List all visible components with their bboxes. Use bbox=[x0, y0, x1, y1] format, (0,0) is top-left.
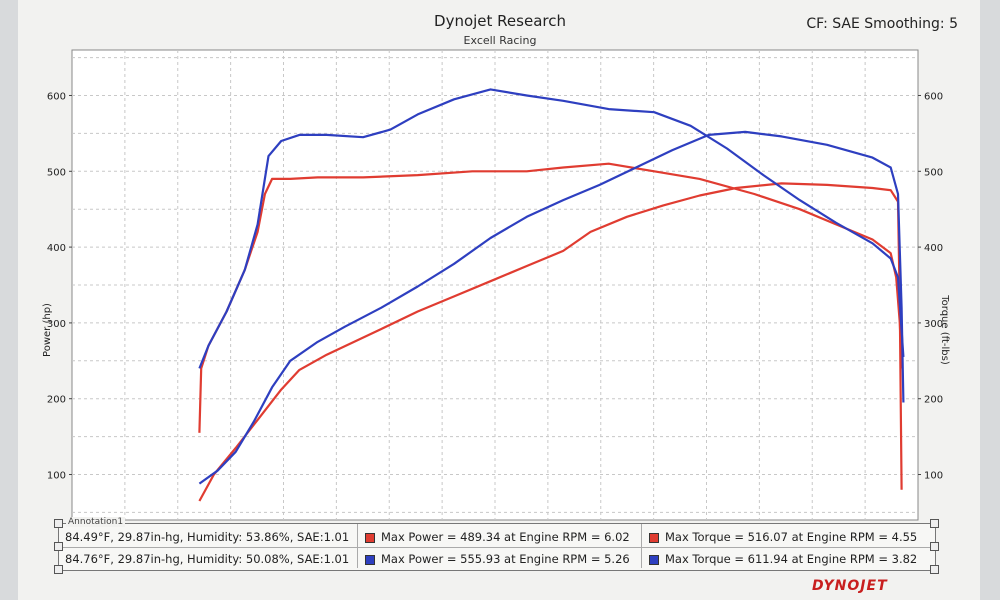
annotation-box[interactable]: 84.49°F, 29.87in-hg, Humidity: 53.86%, S… bbox=[58, 523, 936, 571]
resize-handle-bottom-left[interactable] bbox=[54, 565, 63, 574]
max-torque-text: Max Torque = 611.94 at Engine RPM = 3.82 bbox=[665, 552, 918, 566]
annotation-row: 84.49°F, 29.87in-hg, Humidity: 53.86%, S… bbox=[59, 526, 935, 548]
y-axis-title: Power (hp) bbox=[42, 303, 53, 357]
chart-subtitle: Excell Racing bbox=[463, 34, 537, 47]
series-swatch-red bbox=[365, 532, 375, 543]
series-swatch-red bbox=[649, 532, 659, 543]
y2-tick-label: 100 bbox=[924, 471, 943, 482]
y-tick-label: 200 bbox=[47, 395, 66, 406]
resize-handle-mid-right[interactable] bbox=[930, 542, 939, 551]
max-power-text: Max Power = 555.93 at Engine RPM = 5.26 bbox=[381, 552, 630, 566]
y-ticks: 100 200 300 400 500 600 100 200 300 400 500 600 bbox=[47, 91, 943, 481]
resize-handle-top-right[interactable] bbox=[930, 519, 939, 528]
y-tick-label: 300 bbox=[47, 319, 66, 330]
dynojet-logo: DYNOJET bbox=[812, 578, 888, 594]
y-tick-label: 400 bbox=[47, 243, 66, 254]
y2-tick-label: 600 bbox=[924, 91, 943, 102]
annotation-row: 84.76°F, 29.87in-hg, Humidity: 50.08%, S… bbox=[59, 547, 935, 570]
correction-factor-label: CF: SAE Smoothing: 5 bbox=[806, 16, 958, 32]
series-line-3 bbox=[198, 130, 905, 485]
resize-handle-mid-left[interactable] bbox=[54, 542, 63, 551]
series-swatch-blue bbox=[649, 554, 659, 565]
max-power-cell: Max Power = 555.93 at Engine RPM = 5.26 bbox=[365, 548, 630, 570]
run-conditions: 84.49°F, 29.87in-hg, Humidity: 53.86%, S… bbox=[65, 530, 350, 544]
max-power-cell: Max Power = 489.34 at Engine RPM = 6.02 bbox=[365, 526, 630, 548]
run-conditions: 84.76°F, 29.87in-hg, Humidity: 50.08%, S… bbox=[65, 552, 350, 566]
resize-handle-bottom-right[interactable] bbox=[930, 565, 939, 574]
series-swatch-blue bbox=[365, 554, 375, 565]
y-tick-label: 500 bbox=[47, 167, 66, 178]
y2-tick-label: 500 bbox=[924, 167, 943, 178]
max-torque-cell: Max Torque = 516.07 at Engine RPM = 4.55 bbox=[649, 526, 917, 548]
series-line-1 bbox=[198, 182, 903, 502]
grid bbox=[72, 50, 918, 520]
y2-tick-label: 200 bbox=[924, 395, 943, 406]
max-torque-text: Max Torque = 516.07 at Engine RPM = 4.55 bbox=[665, 530, 918, 544]
series-lines bbox=[198, 88, 905, 502]
y-tick-label: 100 bbox=[47, 471, 66, 482]
series-line-4 bbox=[198, 88, 905, 369]
y2-tick-label: 300 bbox=[924, 319, 943, 330]
annotation-label: Annotation1 bbox=[66, 517, 126, 527]
max-torque-cell: Max Torque = 611.94 at Engine RPM = 3.82 bbox=[649, 548, 917, 570]
y2-axis-title: Torque (ft-lbs) bbox=[939, 294, 950, 365]
max-power-text: Max Power = 489.34 at Engine RPM = 6.02 bbox=[381, 530, 630, 544]
y-tick-label: 600 bbox=[47, 91, 66, 102]
chart-title: Dynojet Research bbox=[434, 12, 566, 30]
resize-handle-top-left[interactable] bbox=[54, 519, 63, 528]
y2-tick-label: 400 bbox=[924, 243, 943, 254]
